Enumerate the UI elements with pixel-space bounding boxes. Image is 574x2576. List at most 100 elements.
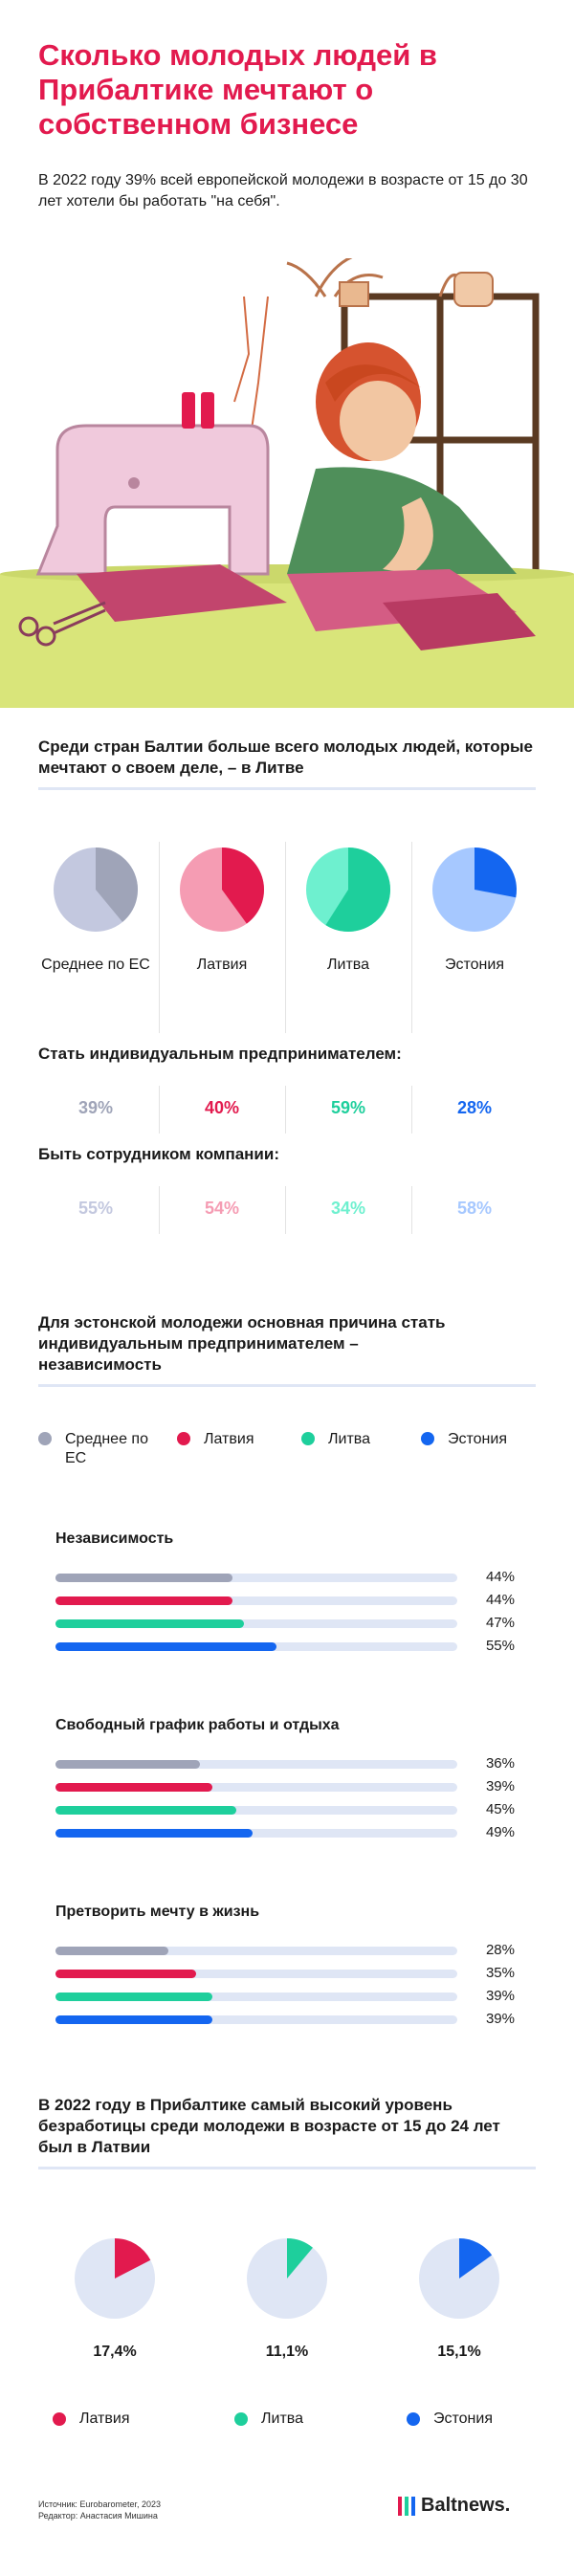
unemployment-pie-estonia-slice <box>459 2238 493 2279</box>
entrepreneur-pct-estonia: 28% <box>456 1098 493 1117</box>
pie-lithuania-slice <box>325 848 390 932</box>
bar-latvia <box>55 1783 212 1792</box>
legend3-label-latvia: Латвия <box>79 2411 130 2427</box>
legend-unemployment: Латвия Литва Эстония <box>53 2411 550 2439</box>
bar-value-latvia: 39% <box>485 1778 515 1794</box>
employee-pct-eu: 55% <box>77 1199 114 1218</box>
pie-label-eu: Среднее по ЕС <box>41 957 150 973</box>
bar-lithuania <box>55 1806 236 1815</box>
bar-track <box>55 1574 457 1582</box>
bar-track <box>55 1806 457 1815</box>
pie-eu <box>54 848 139 932</box>
pie-eu-slice <box>96 848 139 922</box>
bar-track <box>55 2015 457 2024</box>
pct-separator <box>285 1186 286 1234</box>
bar-value-latvia: 44% <box>485 1592 515 1608</box>
pct-separator <box>285 1086 286 1134</box>
pie-latvia-slice <box>222 848 265 924</box>
legend-item-latvia: Латвия <box>177 1430 301 1449</box>
legend-item-eu: Среднее по ЕС <box>38 1430 153 1468</box>
employee-label: Быть сотрудником компании: <box>38 1145 279 1163</box>
legend-dot-eu <box>38 1432 52 1445</box>
bar-estonia <box>55 1642 276 1651</box>
illustration-sewing-woman <box>0 258 574 708</box>
reasons-bar-chart: Независимость 44% 44% 47% 55% Свободный графи… <box>0 1530 574 2104</box>
unemployment-value-estonia: 15,1% <box>437 2344 481 2360</box>
section3-divider <box>38 2167 536 2169</box>
legend-item-lithuania: Литва <box>301 1430 426 1449</box>
pct-separator <box>411 1186 412 1234</box>
source-note: Источник: Eurobarometer, 2023 <box>38 2499 161 2509</box>
bar-group-title: Претворить мечту в жизнь <box>55 1904 260 1920</box>
unemployment-pie-lithuania-slice <box>287 2238 313 2279</box>
pct-separator <box>159 1086 160 1134</box>
unemployment-pie-latvia <box>75 2238 155 2319</box>
bar-group-title: Свободный график работы и отдыха <box>55 1717 340 1733</box>
legend3-label-lithuania: Литва <box>261 2411 303 2427</box>
legend-label-latvia: Латвия <box>204 1431 254 1447</box>
legend-reasons: Среднее по ЕС Латвия Литва Эстония <box>38 1430 555 1478</box>
unemployment-pie-latvia-slice <box>115 2238 151 2279</box>
intro-text: В 2022 году 39% всей европейской молодеж… <box>38 172 528 209</box>
unemployment-value-latvia: 17,4% <box>93 2344 137 2360</box>
section1-divider <box>38 787 536 790</box>
bar-track <box>55 1760 457 1769</box>
bar-track <box>55 1619 457 1628</box>
bar-lithuania <box>55 1993 212 2001</box>
pie-label-latvia: Латвия <box>196 957 248 973</box>
section2-divider <box>38 1384 536 1387</box>
pie-estonia <box>432 848 517 932</box>
column-separator <box>411 842 412 1033</box>
legend-label-eu: Среднее по ЕС <box>65 1431 148 1466</box>
logo-text: Baltnews. <box>421 2495 511 2516</box>
legend3-item-latvia: Латвия <box>53 2411 206 2428</box>
bar-estonia <box>55 2015 212 2024</box>
bar-latvia <box>55 1596 232 1605</box>
pie-lithuania <box>306 848 390 932</box>
bar-track <box>55 1596 457 1605</box>
entrepreneur-pct-eu: 39% <box>77 1098 114 1117</box>
bar-value-estonia: 39% <box>485 2011 515 2027</box>
bar-eu <box>55 1947 168 1955</box>
column-separator <box>285 842 286 1033</box>
section2-heading: Для эстонской молодежи основная причина … <box>38 1313 446 1374</box>
legend3-item-lithuania: Литва <box>234 2411 387 2428</box>
bar-value-lithuania: 47% <box>485 1615 515 1631</box>
baltnews-logo: Baltnews. <box>398 2495 510 2517</box>
unemployment-pie-lithuania <box>247 2238 327 2319</box>
entrepreneur-pct-latvia: 40% <box>204 1098 240 1117</box>
unemployment-pie-estonia <box>419 2238 499 2319</box>
column-separator <box>159 842 160 1033</box>
entrepreneur-pct-lithuania: 59% <box>330 1098 366 1117</box>
bar-value-eu: 36% <box>485 1755 515 1772</box>
bar-value-lithuania: 39% <box>485 1988 515 2004</box>
legend3-item-estonia: Эстония <box>407 2411 560 2428</box>
employee-pct-lithuania: 34% <box>330 1199 366 1218</box>
bar-latvia <box>55 1970 196 1978</box>
bar-track <box>55 1947 457 1955</box>
section1-heading: Среди стран Балтии больше всего молодых … <box>38 738 533 777</box>
section3-heading: В 2022 году в Прибалтике самый высокий у… <box>38 2096 500 2156</box>
bar-track <box>55 1783 457 1792</box>
editor-note: Редактор: Анастасия Мишина <box>38 2511 158 2521</box>
bar-group-title: Независимость <box>55 1530 174 1547</box>
bar-track <box>55 1993 457 2001</box>
employee-pct-latvia: 54% <box>204 1199 240 1218</box>
legend-label-lithuania: Литва <box>328 1431 370 1447</box>
unemployment-pies: 17,4% 11,1% 15,1% <box>0 2200 574 2411</box>
bar-value-latvia: 35% <box>485 1965 515 1981</box>
legend-dot-lithuania <box>301 1432 315 1445</box>
legend3-label-estonia: Эстония <box>433 2411 493 2427</box>
legend3-dot-estonia <box>407 2412 420 2426</box>
bar-value-eu: 28% <box>485 1942 515 1958</box>
bar-track <box>55 1970 457 1978</box>
pct-separator <box>159 1186 160 1234</box>
pct-separator <box>411 1086 412 1134</box>
bar-eu <box>55 1760 201 1769</box>
legend3-dot-latvia <box>53 2412 66 2426</box>
legend-label-estonia: Эстония <box>448 1431 507 1447</box>
bar-lithuania <box>55 1619 245 1628</box>
entrepreneur-label: Стать индивидуальным предпринимателем: <box>38 1045 402 1063</box>
pie-label-lithuania: Литва <box>327 957 369 973</box>
legend-dot-estonia <box>421 1432 434 1445</box>
